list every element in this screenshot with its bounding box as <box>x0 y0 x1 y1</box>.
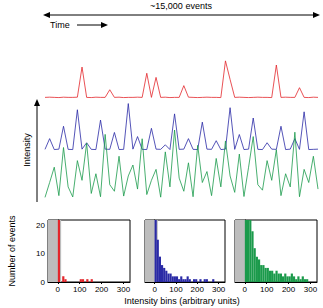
svg-text:0: 0 <box>56 285 61 294</box>
svg-text:100: 100 <box>260 285 274 294</box>
svg-text:10: 10 <box>36 249 45 258</box>
svg-text:100: 100 <box>169 285 183 294</box>
svg-text:20: 20 <box>36 221 45 230</box>
svg-text:~15,000 events: ~15,000 events <box>150 1 212 11</box>
svg-text:200: 200 <box>282 285 296 294</box>
svg-text:200: 200 <box>191 285 205 294</box>
svg-text:300: 300 <box>117 285 131 294</box>
svg-text:Number of events: Number of events <box>7 215 17 287</box>
svg-text:Time: Time <box>50 20 70 30</box>
svg-text:300: 300 <box>212 285 226 294</box>
svg-text:Intensity bins (arbitrary unit: Intensity bins (arbitrary units) <box>124 296 240 306</box>
svg-text:100: 100 <box>73 285 87 294</box>
svg-text:300: 300 <box>304 285 318 294</box>
svg-text:0: 0 <box>243 285 248 294</box>
svg-text:0: 0 <box>152 285 157 294</box>
svg-text:0: 0 <box>41 278 46 287</box>
svg-text:200: 200 <box>95 285 109 294</box>
svg-text:Intensity: Intensity <box>22 133 32 167</box>
